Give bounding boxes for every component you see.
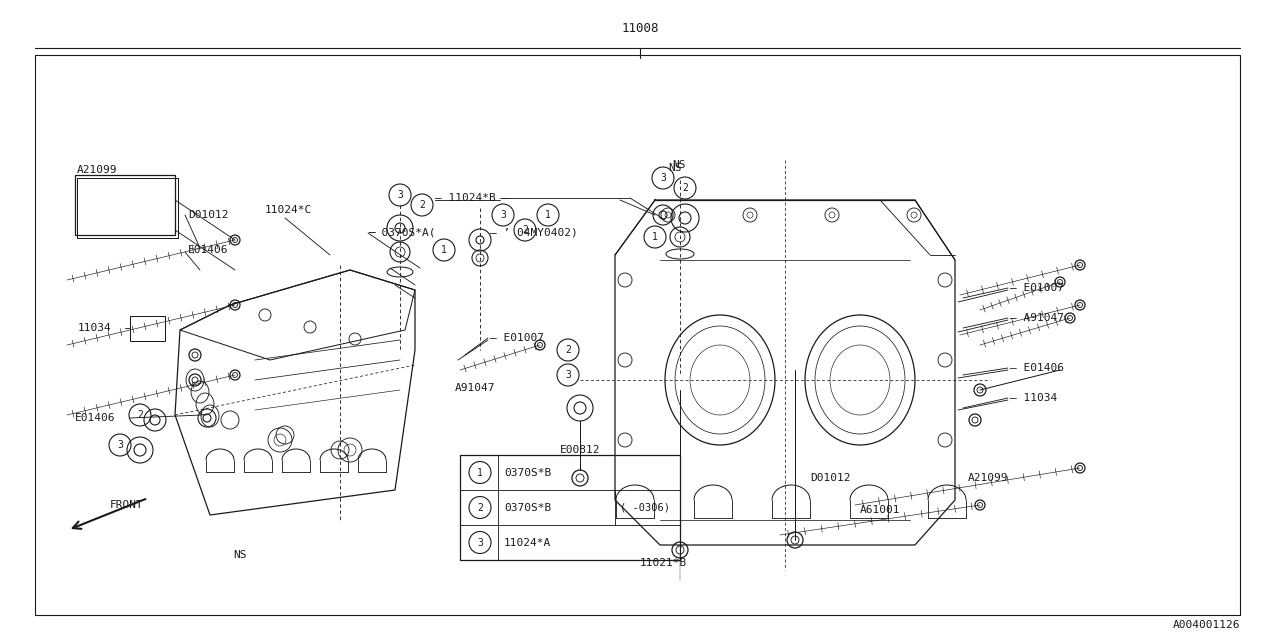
- Text: 2: 2: [564, 345, 571, 355]
- Text: — 11034: — 11034: [1010, 393, 1057, 403]
- Text: 0370S*B: 0370S*B: [504, 467, 552, 477]
- Text: A21099: A21099: [77, 165, 118, 175]
- Text: 11024*A: 11024*A: [504, 538, 552, 547]
- Text: 2: 2: [682, 183, 687, 193]
- Text: A21099: A21099: [968, 473, 1009, 483]
- Text: A61001: A61001: [860, 505, 901, 515]
- Text: FRONT: FRONT: [110, 500, 143, 510]
- Text: — ’ 04MY0402): — ’ 04MY0402): [490, 227, 577, 237]
- Text: — E01007: — E01007: [490, 333, 544, 343]
- Text: 11021*B: 11021*B: [640, 558, 687, 568]
- Text: NS: NS: [668, 163, 681, 173]
- Text: 11008: 11008: [621, 22, 659, 35]
- Bar: [76, 175, 175, 235]
- Text: A91047: A91047: [454, 383, 495, 393]
- Text: 3: 3: [500, 210, 506, 220]
- Text: 11024*C: 11024*C: [265, 205, 312, 215]
- Text: — E01406: — E01406: [1010, 363, 1064, 373]
- Text: 1: 1: [545, 210, 550, 220]
- Bar: [460, 455, 680, 560]
- Text: 3: 3: [477, 538, 483, 547]
- Text: E01406: E01406: [188, 245, 229, 255]
- Text: NS: NS: [233, 550, 247, 560]
- Text: NS: NS: [672, 160, 686, 170]
- Text: 1: 1: [442, 245, 447, 255]
- Bar: [131, 316, 165, 341]
- Text: E01406: E01406: [76, 413, 115, 423]
- Text: E00812: E00812: [561, 445, 600, 455]
- Text: 1: 1: [652, 232, 658, 242]
- Text: D01012: D01012: [810, 473, 850, 483]
- Text: 1: 1: [477, 467, 483, 477]
- Text: 3: 3: [116, 440, 123, 450]
- Text: — 11024*B —: — 11024*B —: [435, 193, 509, 203]
- Text: — A91047: — A91047: [1010, 313, 1064, 323]
- Text: ─ 0370S*A(: ─ 0370S*A(: [369, 227, 435, 237]
- Text: 2: 2: [477, 502, 483, 513]
- Text: 3: 3: [660, 173, 666, 183]
- Text: ( -0306): ( -0306): [620, 502, 669, 513]
- Text: D01012: D01012: [188, 210, 229, 220]
- Text: 2: 2: [419, 200, 425, 210]
- Text: A004001126: A004001126: [1172, 620, 1240, 630]
- Text: 2: 2: [137, 410, 143, 420]
- Text: 3: 3: [397, 190, 403, 200]
- Text: 11034: 11034: [78, 323, 111, 333]
- Text: — E01007: — E01007: [1010, 283, 1064, 293]
- Text: 3: 3: [564, 370, 571, 380]
- Text: 0370S*B: 0370S*B: [504, 502, 552, 513]
- Text: 2: 2: [522, 225, 527, 235]
